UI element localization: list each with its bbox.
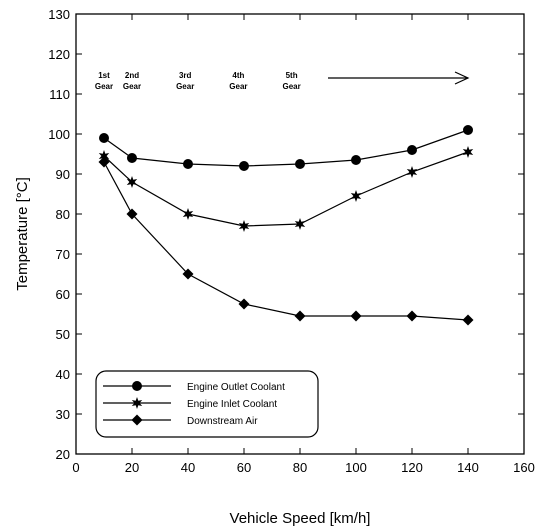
legend-marker <box>132 381 142 391</box>
series-0 <box>99 125 473 171</box>
data-point <box>294 218 306 230</box>
data-point <box>295 159 305 169</box>
data-point <box>462 314 474 326</box>
y-tick-label: 30 <box>56 407 70 422</box>
series-1 <box>98 146 474 232</box>
gear-label-number: 2nd <box>125 71 139 80</box>
y-tick-label: 20 <box>56 447 70 462</box>
data-point <box>462 146 474 158</box>
y-tick-label: 130 <box>48 7 70 22</box>
x-tick-label: 100 <box>345 460 367 475</box>
data-point <box>98 156 110 168</box>
gear-label-number: 5th <box>286 71 298 80</box>
x-tick-label: 40 <box>181 460 195 475</box>
gear-label-number: 1st <box>98 71 110 80</box>
y-tick-label: 40 <box>56 367 70 382</box>
data-point <box>238 298 250 310</box>
series-group <box>98 125 474 326</box>
y-axis-title: Temperature [°C] <box>14 177 31 291</box>
y-tick-label: 60 <box>56 287 70 302</box>
data-point <box>238 220 250 232</box>
legend-label: Engine Inlet Coolant <box>187 399 277 410</box>
series-line <box>103 151 469 227</box>
gear-annotations: 1st Gear 2nd Gear 3rd Gear 4th Gear 5th Gear <box>95 71 470 91</box>
data-point <box>407 145 417 155</box>
axis-ticks: 0 20 40 60 80 100 120 140 1602030405060708090100… <box>48 7 535 475</box>
data-point <box>294 310 306 322</box>
data-point <box>350 310 362 322</box>
data-point <box>183 159 193 169</box>
gear-label-word: Gear <box>176 82 194 91</box>
gear-label-word: Gear <box>123 82 141 91</box>
x-tick-label: 60 <box>237 460 251 475</box>
legend: Engine Outlet Coolant Engine Inlet Coolan… <box>95 370 319 438</box>
data-point <box>98 150 110 162</box>
y-tick-label: 70 <box>56 247 70 262</box>
data-point <box>182 268 194 280</box>
y-tick-label: 90 <box>56 167 70 182</box>
data-point <box>406 310 418 322</box>
data-point <box>182 208 194 220</box>
y-tick-label: 50 <box>56 327 70 342</box>
y-tick-label: 110 <box>49 87 70 102</box>
data-point <box>463 125 473 135</box>
data-point <box>350 190 362 202</box>
data-point <box>239 161 249 171</box>
y-tick-label: 80 <box>56 207 70 222</box>
gear-label-word: Gear <box>282 82 300 91</box>
x-axis-title: Vehicle Speed [km/h] <box>230 510 371 527</box>
x-tick-label: 140 <box>457 460 479 475</box>
series-2 <box>98 156 474 326</box>
gear-label-number: 4th <box>232 71 244 80</box>
data-point <box>127 153 137 163</box>
y-tick-label: 100 <box>48 127 70 142</box>
y-tick-label: 120 <box>48 47 70 62</box>
data-point <box>126 208 138 220</box>
gear-label-word: Gear <box>95 82 113 91</box>
data-point <box>99 133 109 143</box>
x-tick-label: 0 <box>72 460 79 475</box>
x-tick-label: 80 <box>293 460 307 475</box>
series-line <box>103 161 469 321</box>
x-tick-label: 120 <box>401 460 423 475</box>
legend-label: Engine Outlet Coolant <box>187 382 285 393</box>
gear-label-word: Gear <box>229 82 247 91</box>
series-line <box>103 129 469 167</box>
data-point <box>126 176 138 188</box>
data-point <box>406 166 418 178</box>
gear-label-number: 3rd <box>179 71 192 80</box>
legend-label: Downstream Air <box>187 416 258 427</box>
legend-marker <box>131 414 143 426</box>
x-tick-label: 20 <box>125 460 139 475</box>
gear-arrow-head <box>454 71 470 85</box>
legend-marker <box>131 397 143 409</box>
x-tick-label: 160 <box>513 460 535 475</box>
data-point <box>351 155 361 165</box>
